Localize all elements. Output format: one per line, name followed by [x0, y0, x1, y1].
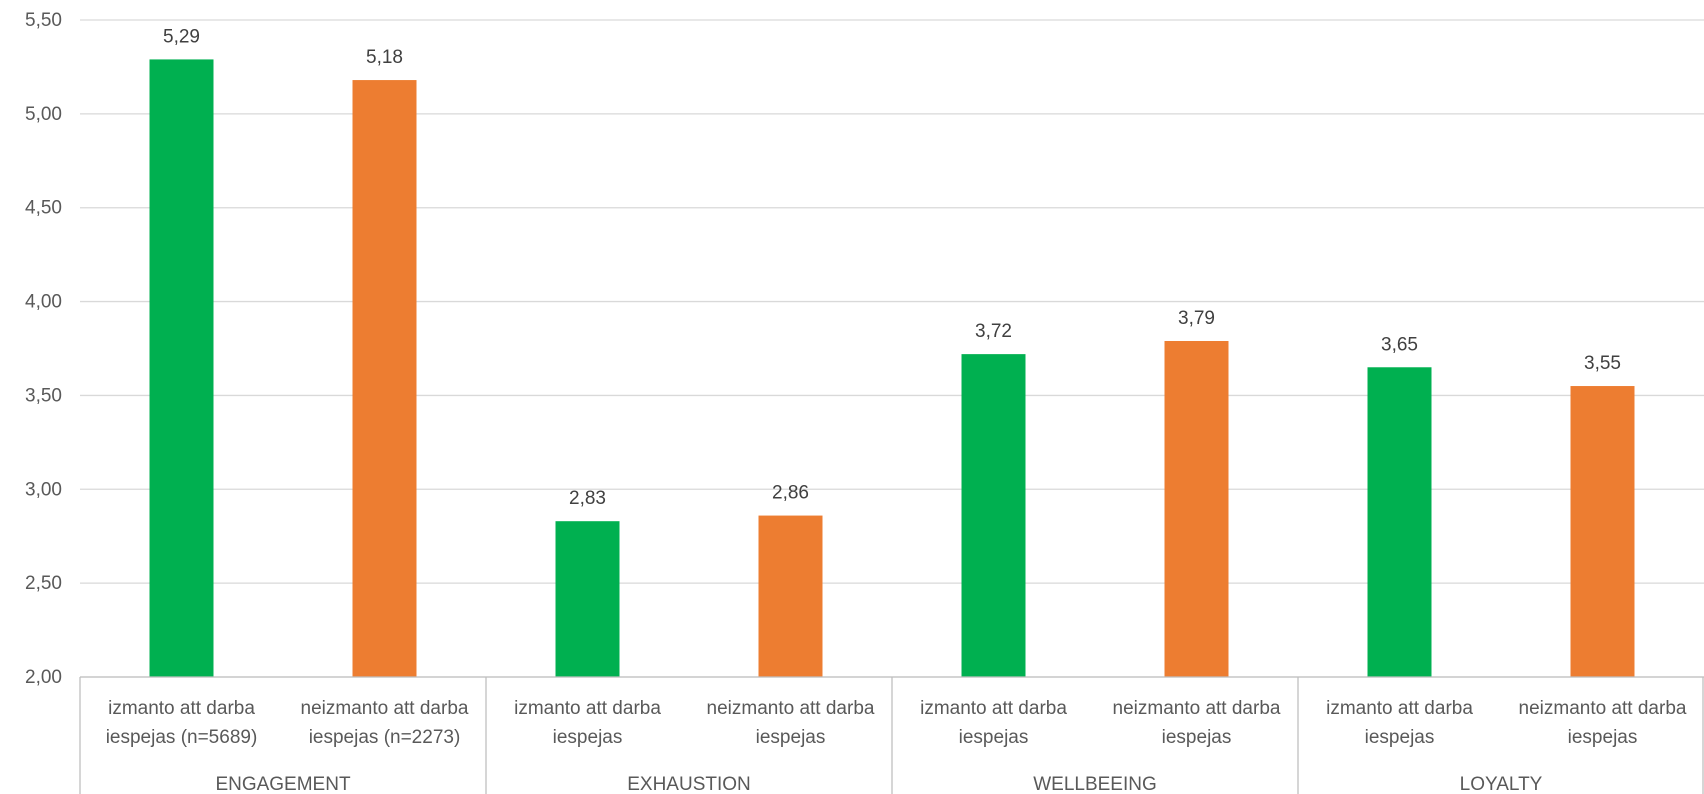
data-label: 3,79: [1178, 308, 1215, 329]
bar: [961, 354, 1026, 677]
y-tick-label: 5,50: [25, 10, 62, 31]
category-label: neizmanto att darba: [301, 698, 469, 719]
category-label: iespejas: [1365, 727, 1435, 748]
gridlines: [80, 19, 1704, 678]
y-tick-label: 3,00: [25, 479, 62, 500]
data-label: 2,86: [772, 483, 809, 504]
y-tick-label: 4,00: [25, 292, 62, 313]
data-labels: 5,29 5,18 2,83 2,86 3,72 3,79 3,65 3,55: [163, 26, 1621, 509]
category-label: neizmanto att darba: [1113, 698, 1281, 719]
x-axis: izmanto att darba iespejas (n=5689) neizma…: [79, 676, 1704, 794]
category-label: iespejas: [959, 727, 1029, 748]
bar: [1570, 386, 1635, 677]
y-tick-label: 2,50: [25, 573, 62, 594]
group-label: EXHAUSTION: [627, 774, 751, 794]
category-label: izmanto att darba: [108, 698, 255, 719]
category-label: iespejas: [553, 727, 623, 748]
category-label: iespejas: [756, 727, 826, 748]
bar: [758, 515, 823, 677]
category-label: iespejas (n=5689): [106, 727, 258, 748]
category-label: neizmanto att darba: [1519, 698, 1687, 719]
bar: [1367, 367, 1432, 677]
y-tick-label: 5,00: [25, 104, 62, 125]
y-tick-label: 2,00: [25, 667, 62, 688]
category-label: neizmanto att darba: [707, 698, 875, 719]
group-label: LOYALTY: [1460, 774, 1543, 794]
data-label: 5,18: [366, 47, 403, 68]
data-label: 3,65: [1381, 334, 1418, 355]
data-label: 3,72: [975, 321, 1012, 342]
bar: [149, 59, 214, 678]
data-label: 5,29: [163, 26, 200, 47]
bar: [555, 521, 620, 677]
category-label: izmanto att darba: [514, 698, 661, 719]
bars: [149, 59, 1635, 678]
category-label: iespejas (n=2273): [309, 727, 461, 748]
y-tick-label: 4,50: [25, 198, 62, 219]
group-label: ENGAGEMENT: [215, 774, 351, 794]
group-label: WELLBEEING: [1033, 774, 1157, 794]
category-label: iespejas: [1568, 727, 1638, 748]
y-tick-label: 3,50: [25, 385, 62, 406]
category-label: iespejas: [1162, 727, 1232, 748]
category-label: izmanto att darba: [1326, 698, 1473, 719]
bar: [1164, 340, 1229, 677]
category-label: izmanto att darba: [920, 698, 1067, 719]
y-axis-ticks: 2,00 2,50 3,00 3,50 4,00 4,50 5,00 5,50: [25, 10, 62, 688]
bar: [352, 80, 417, 677]
data-label: 2,83: [569, 488, 606, 509]
data-label: 3,55: [1584, 353, 1621, 374]
